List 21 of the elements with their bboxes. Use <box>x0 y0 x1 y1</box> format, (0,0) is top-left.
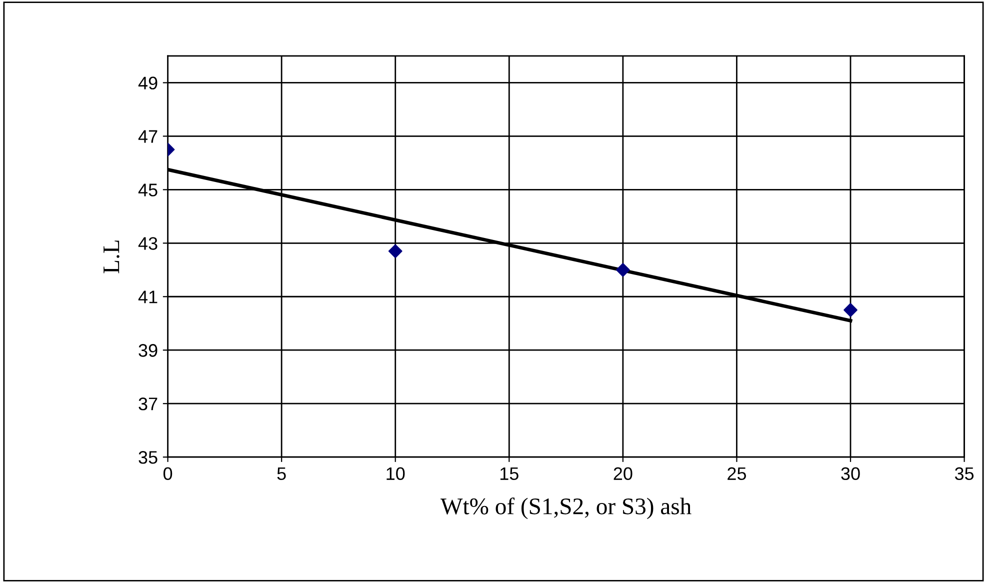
x-tick-label: 0 <box>163 467 172 480</box>
y-tick-label: 35 <box>138 451 158 464</box>
y-tick-label: 49 <box>138 76 158 90</box>
x-tick-label: 20 <box>614 467 632 480</box>
point <box>844 303 858 317</box>
x-tick-label: 35 <box>954 467 974 480</box>
x-tick-label: 10 <box>386 467 405 480</box>
y-tick-label: 43 <box>138 237 158 250</box>
y-tick-label: 41 <box>138 290 158 304</box>
x-axis-title: Wt% of (S1,S2, or S3) ash <box>440 498 692 520</box>
point <box>388 244 402 258</box>
y-tick-label: 45 <box>138 184 158 196</box>
y-tick-label: 39 <box>138 344 158 357</box>
x-tick-label: 30 <box>841 467 860 480</box>
x-tick-label: 25 <box>728 467 746 480</box>
x-tick-label: 15 <box>500 467 518 480</box>
point <box>616 262 630 277</box>
y-axis-title: L.L <box>104 240 120 274</box>
x-tick-label: 5 <box>277 467 286 480</box>
y-tick-label: 37 <box>138 398 158 410</box>
y-tick-label: 47 <box>138 130 158 143</box>
